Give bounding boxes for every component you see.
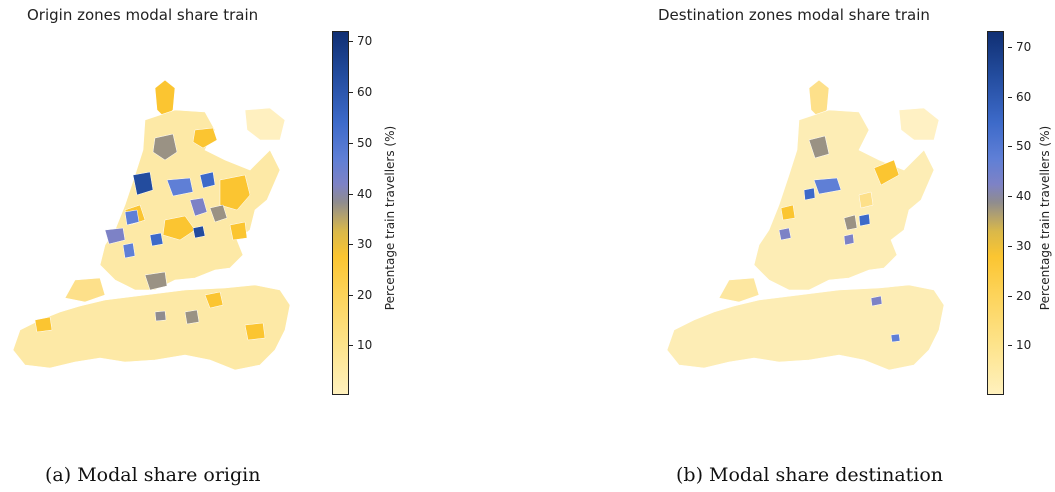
figure-caption-b: (b) Modal share destination: [676, 464, 944, 486]
colorbar-tick: 30: [1007, 239, 1032, 253]
map-title: Origin zones modal share train: [27, 6, 259, 24]
colorbar-tick: 50: [348, 136, 373, 150]
colorbar-tick: 60: [1007, 90, 1032, 104]
colorbar-tick: 10: [1007, 338, 1032, 352]
destination-zones-map: [666, 79, 945, 371]
blue-zones: [778, 177, 901, 343]
figure-caption-a: (a) Modal share origin: [45, 464, 261, 486]
colorbar-tick: 20: [1007, 289, 1032, 303]
grey-zones: [808, 135, 858, 231]
destination-map-panel: Destination zones modal share train: [527, 0, 1054, 492]
colorbar: [332, 31, 349, 395]
colorbar-tick: 10: [348, 338, 373, 352]
blue-zones: [104, 171, 216, 322]
colorbar-tick: 40: [348, 187, 373, 201]
base-regions: [12, 79, 291, 371]
colorbar-tick: 50: [1007, 139, 1032, 153]
colorbar-tick: 40: [1007, 189, 1032, 203]
colorbar-label: Percentage train travellers (%): [383, 125, 397, 311]
colorbar-tick: 70: [1007, 40, 1032, 54]
colorbar-tick: 70: [348, 34, 373, 48]
colorbar-tick: 30: [348, 237, 373, 251]
colorbar: [987, 31, 1004, 395]
base-regions: [666, 79, 945, 371]
grey-zones: [144, 133, 228, 325]
colorbar-label: Percentage train travellers (%): [1038, 125, 1052, 311]
yellow-zones: [780, 159, 900, 221]
map-title: Destination zones modal share train: [658, 6, 930, 24]
colorbar-tick: 20: [348, 288, 373, 302]
origin-zones-map: [12, 79, 291, 371]
colorbar-tick: 60: [348, 85, 373, 99]
origin-map-panel: Origin zones modal share train: [0, 0, 527, 492]
